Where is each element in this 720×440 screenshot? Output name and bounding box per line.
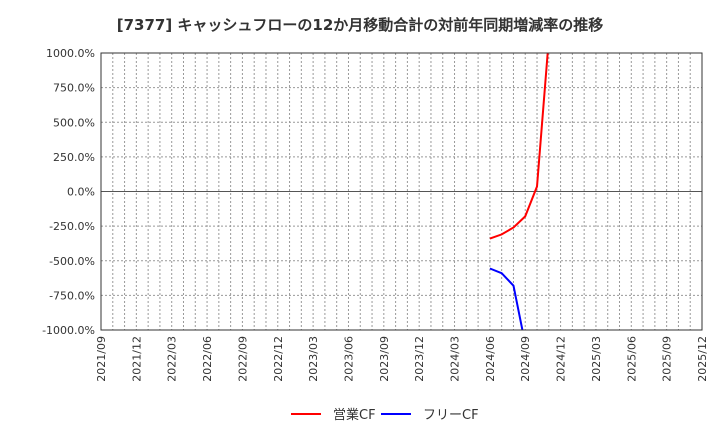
x-tick-label: 2022/12 bbox=[272, 336, 285, 382]
free-cf-line bbox=[489, 267, 524, 330]
legend-label: フリーCF bbox=[423, 408, 479, 423]
x-tick-label: 2023/06 bbox=[342, 336, 355, 382]
y-tick-label: 250.0% bbox=[53, 151, 95, 164]
data-series bbox=[489, 53, 549, 330]
x-tick-label: 2022/06 bbox=[201, 336, 214, 382]
x-tick-label: 2024/03 bbox=[449, 336, 462, 382]
x-tick-label: 2022/09 bbox=[236, 336, 249, 382]
x-tick-label: 2022/03 bbox=[166, 336, 179, 382]
y-tick-label: -250.0% bbox=[49, 220, 95, 233]
plot-frame bbox=[100, 52, 703, 331]
x-tick-label: 2024/06 bbox=[484, 336, 497, 382]
x-tick-label: 2024/09 bbox=[519, 336, 532, 382]
y-tick-label: 500.0% bbox=[53, 116, 95, 129]
x-tick-label: 2023/09 bbox=[378, 336, 391, 382]
y-tick-label: 1000.0% bbox=[46, 47, 95, 60]
operating-cf-line bbox=[489, 53, 549, 240]
x-tick-label: 2021/09 bbox=[95, 336, 108, 382]
x-tick-label: 2023/12 bbox=[413, 336, 426, 382]
x-tick-label: 2025/03 bbox=[590, 336, 603, 382]
y-tick-label: 0.0% bbox=[67, 186, 95, 199]
x-axis: 2021/09 2021/12 2022/03 2022/06 2022/09 2022/… bbox=[95, 336, 709, 382]
y-axis: 1000.0% 750.0% 500.0% 250.0% 0.0% -250.0% -500… bbox=[42, 47, 95, 337]
legend: 営業CF フリーCF bbox=[291, 407, 479, 423]
legend-label: 営業CF bbox=[333, 407, 376, 423]
x-tick-label: 2025/09 bbox=[661, 336, 674, 382]
y-tick-label: -750.0% bbox=[49, 289, 95, 302]
y-tick-label: -1000.0% bbox=[42, 324, 95, 337]
chart-title: [7377] キャッシュフローの12か月移動合計の対前年同期増減率の推移 bbox=[116, 16, 604, 34]
y-tick-label: -500.0% bbox=[49, 255, 95, 268]
x-tick-label: 2025/06 bbox=[625, 336, 638, 382]
x-tick-label: 2025/12 bbox=[696, 336, 709, 382]
x-tick-label: 2023/03 bbox=[307, 336, 320, 382]
grid-lines bbox=[101, 53, 702, 330]
x-tick-label: 2021/12 bbox=[130, 336, 143, 382]
x-tick-label: 2024/12 bbox=[555, 336, 568, 382]
y-tick-label: 750.0% bbox=[53, 82, 95, 95]
